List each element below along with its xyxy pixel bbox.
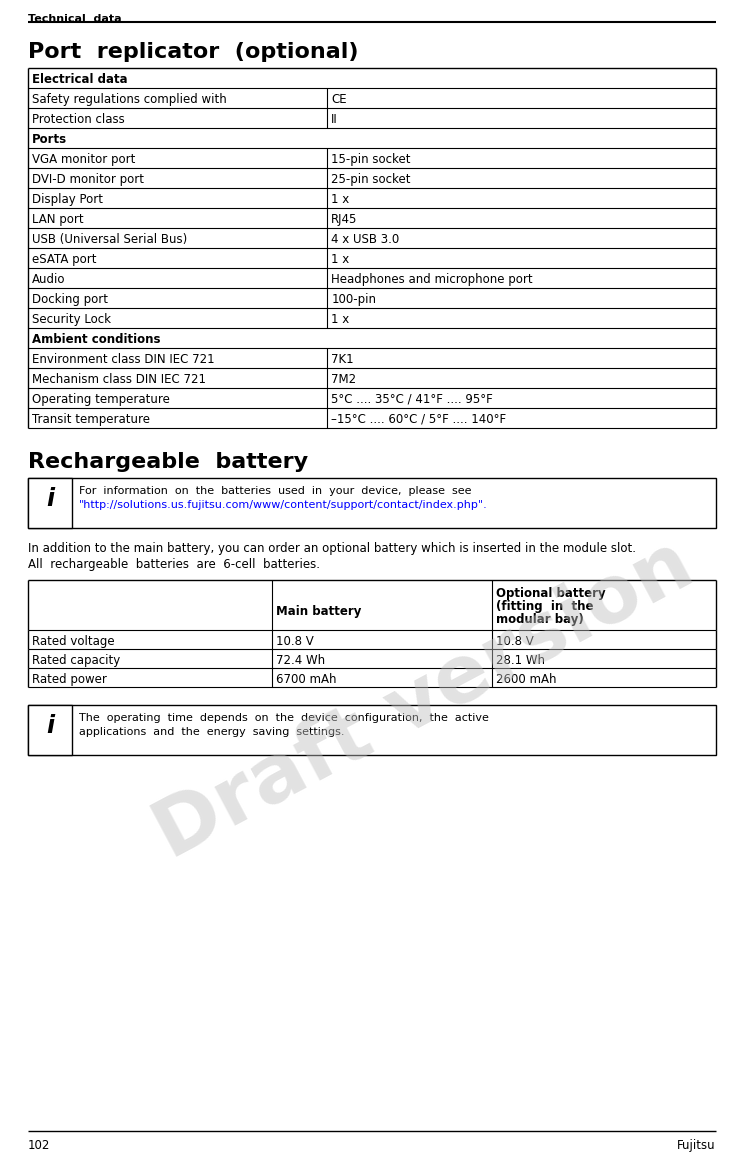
Text: Main battery: Main battery: [276, 605, 362, 618]
Text: 6700 mAh: 6700 mAh: [276, 673, 337, 686]
Text: For  information  on  the  batteries  used  in  your  device,  please  see: For information on the batteries used in…: [79, 486, 472, 496]
Bar: [28, 127, 716, 148]
Bar: [28, 478, 72, 529]
Text: Ports: Ports: [32, 133, 67, 146]
Text: Safety regulations complied with: Safety regulations complied with: [32, 93, 227, 105]
Text: II: II: [331, 112, 338, 126]
Text: Operating temperature: Operating temperature: [32, 393, 170, 406]
Text: (fitting  in  the: (fitting in the: [496, 600, 594, 613]
Text: 4 x USB 3.0: 4 x USB 3.0: [331, 233, 400, 246]
Text: Protection class: Protection class: [32, 112, 125, 126]
Text: Draft version: Draft version: [142, 525, 706, 875]
Text: Rechargeable  battery: Rechargeable battery: [28, 452, 308, 472]
Bar: [28, 328, 716, 348]
Text: 10.8 V: 10.8 V: [496, 635, 534, 648]
Text: CE: CE: [331, 93, 347, 105]
Text: Mechanism class DIN IEC 721: Mechanism class DIN IEC 721: [32, 373, 206, 386]
Text: Port  replicator  (optional): Port replicator (optional): [28, 42, 359, 61]
Text: Environment class DIN IEC 721: Environment class DIN IEC 721: [32, 353, 214, 366]
Text: 2600 mAh: 2600 mAh: [496, 673, 557, 686]
Text: Rated capacity: Rated capacity: [32, 654, 121, 666]
Text: All  rechargeable  batteries  are  6-cell  batteries.: All rechargeable batteries are 6-cell ba…: [28, 557, 320, 571]
Text: "http://solutions.us.fujitsu.com/www/content/support/contact/index.php".: "http://solutions.us.fujitsu.com/www/con…: [79, 500, 488, 510]
Text: USB (Universal Serial Bus): USB (Universal Serial Bus): [32, 233, 187, 246]
Text: The  operating  time  depends  on  the  device  configuration,  the  active: The operating time depends on the device…: [79, 713, 489, 723]
Text: 1 x: 1 x: [331, 194, 350, 206]
Text: 7M2: 7M2: [331, 373, 356, 386]
Text: VGA monitor port: VGA monitor port: [32, 153, 135, 166]
Text: In addition to the main battery, you can order an optional battery which is inse: In addition to the main battery, you can…: [28, 542, 636, 555]
Text: 10.8 V: 10.8 V: [276, 635, 314, 648]
Text: i: i: [46, 487, 54, 511]
Text: Security Lock: Security Lock: [32, 313, 111, 326]
Text: Headphones and microphone port: Headphones and microphone port: [331, 274, 533, 286]
Bar: [28, 478, 716, 529]
Text: Rated voltage: Rated voltage: [32, 635, 115, 648]
Text: 102: 102: [28, 1139, 51, 1152]
Text: 28.1 Wh: 28.1 Wh: [496, 654, 545, 666]
Text: Rated power: Rated power: [32, 673, 107, 686]
Text: Electrical data: Electrical data: [32, 73, 128, 86]
Text: 72.4 Wh: 72.4 Wh: [276, 654, 325, 666]
Text: Audio: Audio: [32, 274, 65, 286]
Bar: [28, 705, 72, 755]
Text: i: i: [46, 714, 54, 738]
Text: DVI-D monitor port: DVI-D monitor port: [32, 173, 144, 185]
Text: modular bay): modular bay): [496, 613, 584, 626]
Text: Display Port: Display Port: [32, 194, 103, 206]
Bar: [28, 68, 716, 88]
Text: 25-pin socket: 25-pin socket: [331, 173, 411, 185]
Text: 15-pin socket: 15-pin socket: [331, 153, 411, 166]
Text: Optional battery: Optional battery: [496, 586, 606, 600]
Text: 7K1: 7K1: [331, 353, 354, 366]
Text: Technical  data: Technical data: [28, 14, 121, 24]
Text: 1 x: 1 x: [331, 313, 350, 326]
Text: RJ45: RJ45: [331, 213, 358, 226]
Bar: [28, 705, 716, 755]
Text: LAN port: LAN port: [32, 213, 83, 226]
Text: –15°C .... 60°C / 5°F .... 140°F: –15°C .... 60°C / 5°F .... 140°F: [331, 413, 507, 427]
Text: Transit temperature: Transit temperature: [32, 413, 150, 427]
Text: eSATA port: eSATA port: [32, 253, 97, 267]
Text: Docking port: Docking port: [32, 293, 108, 306]
Text: Fujitsu: Fujitsu: [677, 1139, 716, 1152]
Text: applications  and  the  energy  saving  settings.: applications and the energy saving setti…: [79, 727, 344, 737]
Text: 1 x: 1 x: [331, 253, 350, 267]
Text: 5°C .... 35°C / 41°F .... 95°F: 5°C .... 35°C / 41°F .... 95°F: [331, 393, 493, 406]
Text: 100-pin: 100-pin: [331, 293, 376, 306]
Text: Ambient conditions: Ambient conditions: [32, 333, 161, 347]
